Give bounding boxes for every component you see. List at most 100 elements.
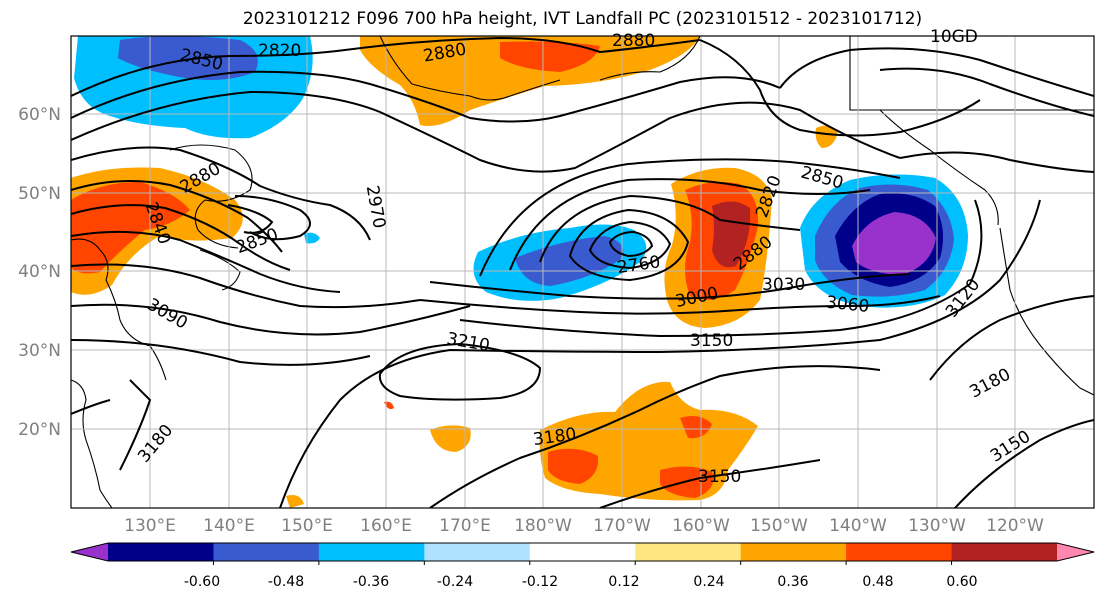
coastline bbox=[879, 109, 999, 226]
shade-region bbox=[548, 448, 599, 484]
contour-line bbox=[539, 194, 801, 263]
contour-line bbox=[588, 220, 672, 270]
shade-region bbox=[430, 425, 471, 452]
contour-line bbox=[899, 151, 1094, 173]
map-area bbox=[71, 36, 1094, 508]
colorbar-segment bbox=[424, 543, 531, 561]
colorbar-tick-label: -0.48 bbox=[268, 574, 304, 590]
contour-line bbox=[419, 295, 941, 315]
colorbar-segment bbox=[108, 543, 214, 561]
colorbar-tick-label: -0.24 bbox=[437, 574, 473, 590]
map-frame bbox=[70, 35, 1095, 509]
contour-line bbox=[234, 195, 311, 241]
colorbar-segment bbox=[213, 543, 320, 561]
colorbar-tick-label: 0.12 bbox=[608, 574, 639, 590]
contour-line bbox=[608, 230, 654, 258]
positive-anomaly-regions bbox=[71, 36, 838, 508]
lon-label: 160°W bbox=[672, 516, 730, 536]
contour-line bbox=[378, 342, 542, 401]
contour-label: 10GD bbox=[930, 27, 978, 47]
shade-region bbox=[286, 495, 304, 508]
lon-label: 140°E bbox=[203, 516, 255, 536]
contour-line bbox=[568, 208, 690, 282]
contour-line bbox=[459, 199, 983, 338]
lon-label: 120°W bbox=[986, 516, 1044, 536]
contour-line bbox=[699, 39, 981, 137]
contour-line bbox=[71, 36, 701, 97]
colorbar-tick-label: -0.12 bbox=[522, 574, 558, 590]
lon-label: 150°E bbox=[281, 516, 333, 536]
height-contours bbox=[71, 36, 1094, 508]
contour-line bbox=[509, 178, 871, 271]
contour-line bbox=[71, 303, 471, 336]
lat-label: 30°N bbox=[18, 341, 61, 361]
contour-label: 3060 bbox=[825, 293, 870, 317]
contour-line bbox=[479, 158, 901, 277]
contour-line bbox=[71, 180, 283, 253]
coastline bbox=[71, 238, 167, 381]
colorbar-segment bbox=[951, 543, 1058, 561]
contour-line bbox=[954, 419, 1094, 508]
coastline bbox=[71, 379, 113, 508]
colorbar-tick-labels: -0.60 -0.48 -0.36 -0.24 -0.12 0.12 0.24 … bbox=[184, 574, 978, 590]
colorbar-tick-label: 0.24 bbox=[693, 574, 724, 590]
colorbar-outline bbox=[70, 542, 1095, 562]
contour-line bbox=[71, 399, 111, 415]
lon-label: 150°W bbox=[750, 516, 808, 536]
colorbar-tick-label: -0.36 bbox=[353, 574, 389, 590]
colorbar bbox=[70, 542, 1095, 565]
map-title: 2023101212 F096 700 hPa height, IVT Land… bbox=[242, 9, 923, 29]
lat-label: 50°N bbox=[18, 184, 61, 204]
contour-label: 2880 bbox=[612, 31, 655, 51]
shade-region bbox=[304, 232, 320, 244]
contour-line bbox=[71, 339, 371, 366]
contour-line bbox=[279, 199, 1041, 508]
negative-anomaly-regions bbox=[74, 36, 968, 308]
contour-line bbox=[71, 146, 371, 241]
contour-line bbox=[227, 204, 274, 234]
colorbar-tick-label: 0.60 bbox=[946, 574, 977, 590]
contour-label: 3150 bbox=[690, 331, 733, 351]
contour-line bbox=[599, 459, 821, 508]
lon-label: 140°W bbox=[829, 516, 887, 536]
coastlines bbox=[71, 36, 1094, 508]
colorbar-segment bbox=[740, 543, 847, 561]
colorbar-segment bbox=[529, 543, 636, 561]
lon-label: 180°W bbox=[514, 516, 572, 536]
contour-line bbox=[779, 47, 1094, 97]
lon-label: 130°W bbox=[908, 516, 966, 536]
coastline bbox=[169, 144, 253, 249]
coastline bbox=[599, 36, 701, 81]
gridlines bbox=[71, 36, 1094, 508]
coastline bbox=[849, 36, 1094, 111]
contour-line bbox=[119, 379, 152, 471]
lon-label: 170°W bbox=[593, 516, 651, 536]
colorbar-tick-label: 0.36 bbox=[777, 574, 808, 590]
lat-label: 20°N bbox=[18, 420, 61, 440]
contour-line bbox=[71, 90, 901, 173]
shade-region bbox=[815, 125, 838, 148]
colorbar-tick-label: 0.48 bbox=[862, 574, 893, 590]
contour-line bbox=[71, 263, 421, 309]
contour-line bbox=[71, 70, 781, 123]
longitude-labels: 130°E 140°E 150°E 160°E 170°E 180°W 170°… bbox=[124, 516, 1044, 536]
contour-line bbox=[879, 67, 1094, 117]
shade-region bbox=[515, 236, 624, 286]
contour-line bbox=[71, 230, 341, 293]
colorbar-tick-label: -0.60 bbox=[184, 574, 220, 590]
colorbar-extend-high bbox=[1057, 543, 1094, 561]
contour-line bbox=[71, 204, 291, 271]
colorbar-extend-low bbox=[71, 543, 108, 561]
lon-label: 160°E bbox=[360, 516, 412, 536]
contour-label: 3150 bbox=[698, 467, 741, 487]
lon-label: 130°E bbox=[124, 516, 176, 536]
contour-line bbox=[429, 273, 911, 300]
colorbar-segment bbox=[846, 543, 953, 561]
shade-region bbox=[712, 201, 751, 268]
colorbar-segment bbox=[635, 543, 742, 561]
coastline bbox=[379, 36, 561, 101]
coastline bbox=[999, 227, 1094, 396]
shade-region bbox=[118, 36, 258, 80]
contour-label: 2820 bbox=[258, 41, 301, 61]
